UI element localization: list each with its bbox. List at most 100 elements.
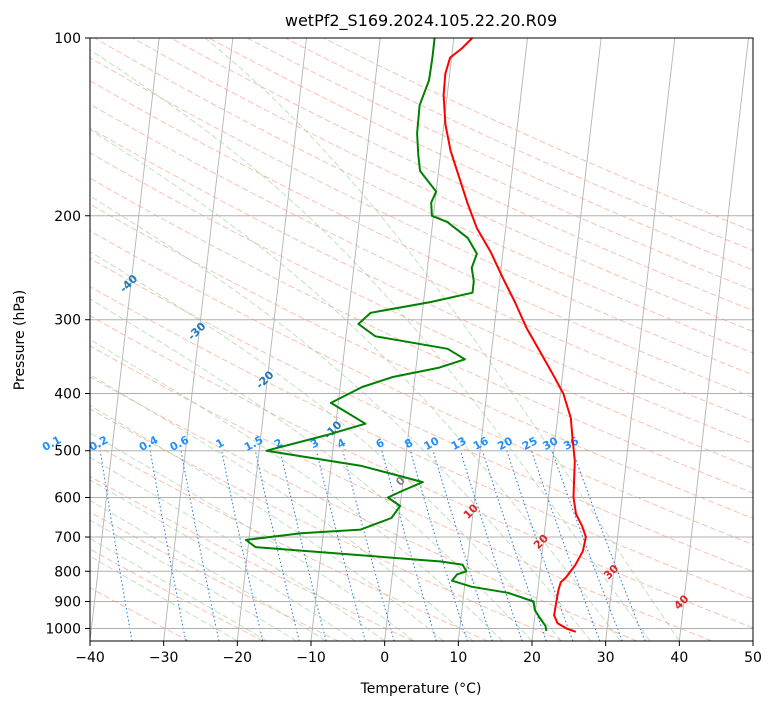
isotherm-line — [384, 38, 455, 641]
x-axis: −40 −30 −20 −10 0 10 20 30 40 50 — [75, 641, 762, 666]
isotherm-label: -20 — [253, 368, 276, 391]
x-tick-label: 0 — [380, 650, 389, 666]
dry-adiabat-line — [90, 257, 753, 573]
mixing-ratio-label: 36 — [561, 434, 581, 453]
moist-adiabat-line — [90, 49, 651, 641]
dry-adiabat-line — [90, 57, 753, 376]
mixing-ratio-line — [254, 450, 300, 641]
x-tick-label: 20 — [523, 650, 541, 666]
mixing-ratio-line — [409, 450, 468, 641]
y-tick-label: 1000 — [45, 621, 81, 637]
mixing-ratio-label: 6 — [374, 436, 387, 451]
moist-adiabat-line — [90, 479, 356, 641]
y-tick-label: 200 — [54, 209, 81, 225]
mixing-ratio-line — [279, 450, 327, 641]
mixing-ratio-line — [342, 450, 395, 641]
moist-adiabat-line — [90, 374, 474, 641]
isotherm-label: 30 — [601, 562, 621, 582]
isotherm-line — [531, 38, 602, 641]
dry-adiabat-line — [90, 441, 488, 641]
x-tick-label: −40 — [75, 650, 105, 666]
moist-adiabat-line — [90, 432, 415, 641]
isotherm-label: -50 — [49, 226, 72, 249]
mixing-ratio-line — [99, 450, 133, 641]
dry-adiabat-line — [90, 511, 339, 641]
moist-adiabat-line — [90, 129, 621, 641]
dry-adiabat-line — [90, 315, 753, 629]
chart-title: wetPf2_S169.2024.105.22.20.R09 — [285, 11, 557, 31]
moist-adiabat-line — [90, 251, 562, 641]
mixing-ratio-line — [551, 450, 623, 641]
x-tick-label: −10 — [296, 650, 326, 666]
y-axis: 100 200 300 400 500 600 700 800 900 1000 — [45, 31, 90, 637]
mixing-ratio-label: 30 — [541, 434, 561, 453]
background-lines — [0, 38, 753, 641]
y-tick-label: 300 — [54, 313, 81, 329]
mixing-ratio-line — [531, 450, 601, 641]
isotherm-line — [310, 38, 381, 641]
mixing-ratio-label: 25 — [520, 434, 540, 453]
dry-adiabat-line — [90, 127, 753, 445]
moist-adiabat-line — [90, 404, 444, 641]
isotherm-label: 40 — [671, 592, 691, 612]
isotherm-line — [678, 38, 749, 641]
moist-adiabat-line — [204, 38, 680, 641]
dry-adiabat-line — [246, 38, 753, 271]
dry-adiabat-line — [284, 38, 753, 251]
mixing-ratio-labels: 0.1 0.2 0.4 0.6 1 1.5 2 3 4 6 8 10 13 16 20 25 30 36 — [40, 433, 581, 454]
x-tick-label: 50 — [744, 650, 762, 666]
dry-adiabat-line — [90, 376, 638, 641]
mixing-ratio-label: 10 — [422, 434, 442, 453]
moist-adiabat-line — [90, 500, 326, 641]
isotherm-line — [0, 38, 12, 641]
y-tick-label: 700 — [54, 530, 81, 546]
dry-adiabat-line — [90, 152, 753, 469]
isotherm-label: 20 — [531, 532, 551, 552]
dewpoint-line — [245, 38, 548, 632]
dry-adiabat-line — [90, 103, 753, 421]
moist-adiabat-line — [90, 456, 385, 641]
x-tick-label: −20 — [223, 650, 253, 666]
moist-adiabat-line — [90, 555, 238, 641]
moist-adiabat-line — [90, 538, 268, 641]
x-tick-label: 40 — [670, 650, 688, 666]
mixing-ratio-line — [482, 450, 547, 641]
mixing-ratio-line — [221, 450, 264, 641]
isotherm-label: 10 — [461, 501, 481, 521]
pressure-gridlines — [90, 38, 753, 629]
mixing-ratio-label: 4 — [335, 436, 348, 451]
dry-adiabat-line — [90, 177, 753, 494]
temperature-line — [442, 38, 587, 633]
x-tick-label: 30 — [597, 650, 615, 666]
dry-adiabat-line — [90, 408, 563, 641]
isotherm-line — [752, 637, 753, 641]
isotherm-line — [90, 38, 160, 641]
moist-adiabat-line — [90, 298, 533, 641]
mixing-ratio-line — [572, 450, 646, 641]
mixing-ratio-line — [506, 450, 574, 641]
isotherm-line — [457, 38, 528, 641]
isotherm-line — [163, 38, 234, 641]
plot-frame — [89, 37, 754, 642]
y-tick-label: 400 — [54, 387, 81, 403]
dry-adiabat-line — [90, 203, 753, 519]
dry-adiabat-line — [90, 230, 753, 546]
x-tick-label: 10 — [449, 650, 467, 666]
mixing-ratio-line — [315, 450, 366, 641]
dry-adiabat-line — [90, 345, 712, 641]
mixing-ratio-label: 13 — [449, 434, 469, 453]
y-tick-label: 900 — [54, 594, 81, 610]
isotherm-label: -60 — [0, 181, 4, 204]
mixing-ratio-label: 20 — [495, 434, 515, 453]
x-axis-label: Temperature (°C) — [360, 681, 482, 697]
dry-adiabat-line — [90, 548, 264, 641]
y-axis-label: Pressure (hPa) — [12, 290, 28, 390]
y-tick-label: 100 — [54, 31, 81, 47]
dry-adiabat-line — [132, 38, 753, 333]
isotherm-label: -30 — [185, 319, 208, 342]
moist-adiabat-line — [90, 519, 297, 641]
mixing-ratio-label: 1 — [214, 436, 227, 451]
dry-adiabat-line — [170, 38, 753, 312]
y-tick-label: 500 — [54, 444, 81, 460]
